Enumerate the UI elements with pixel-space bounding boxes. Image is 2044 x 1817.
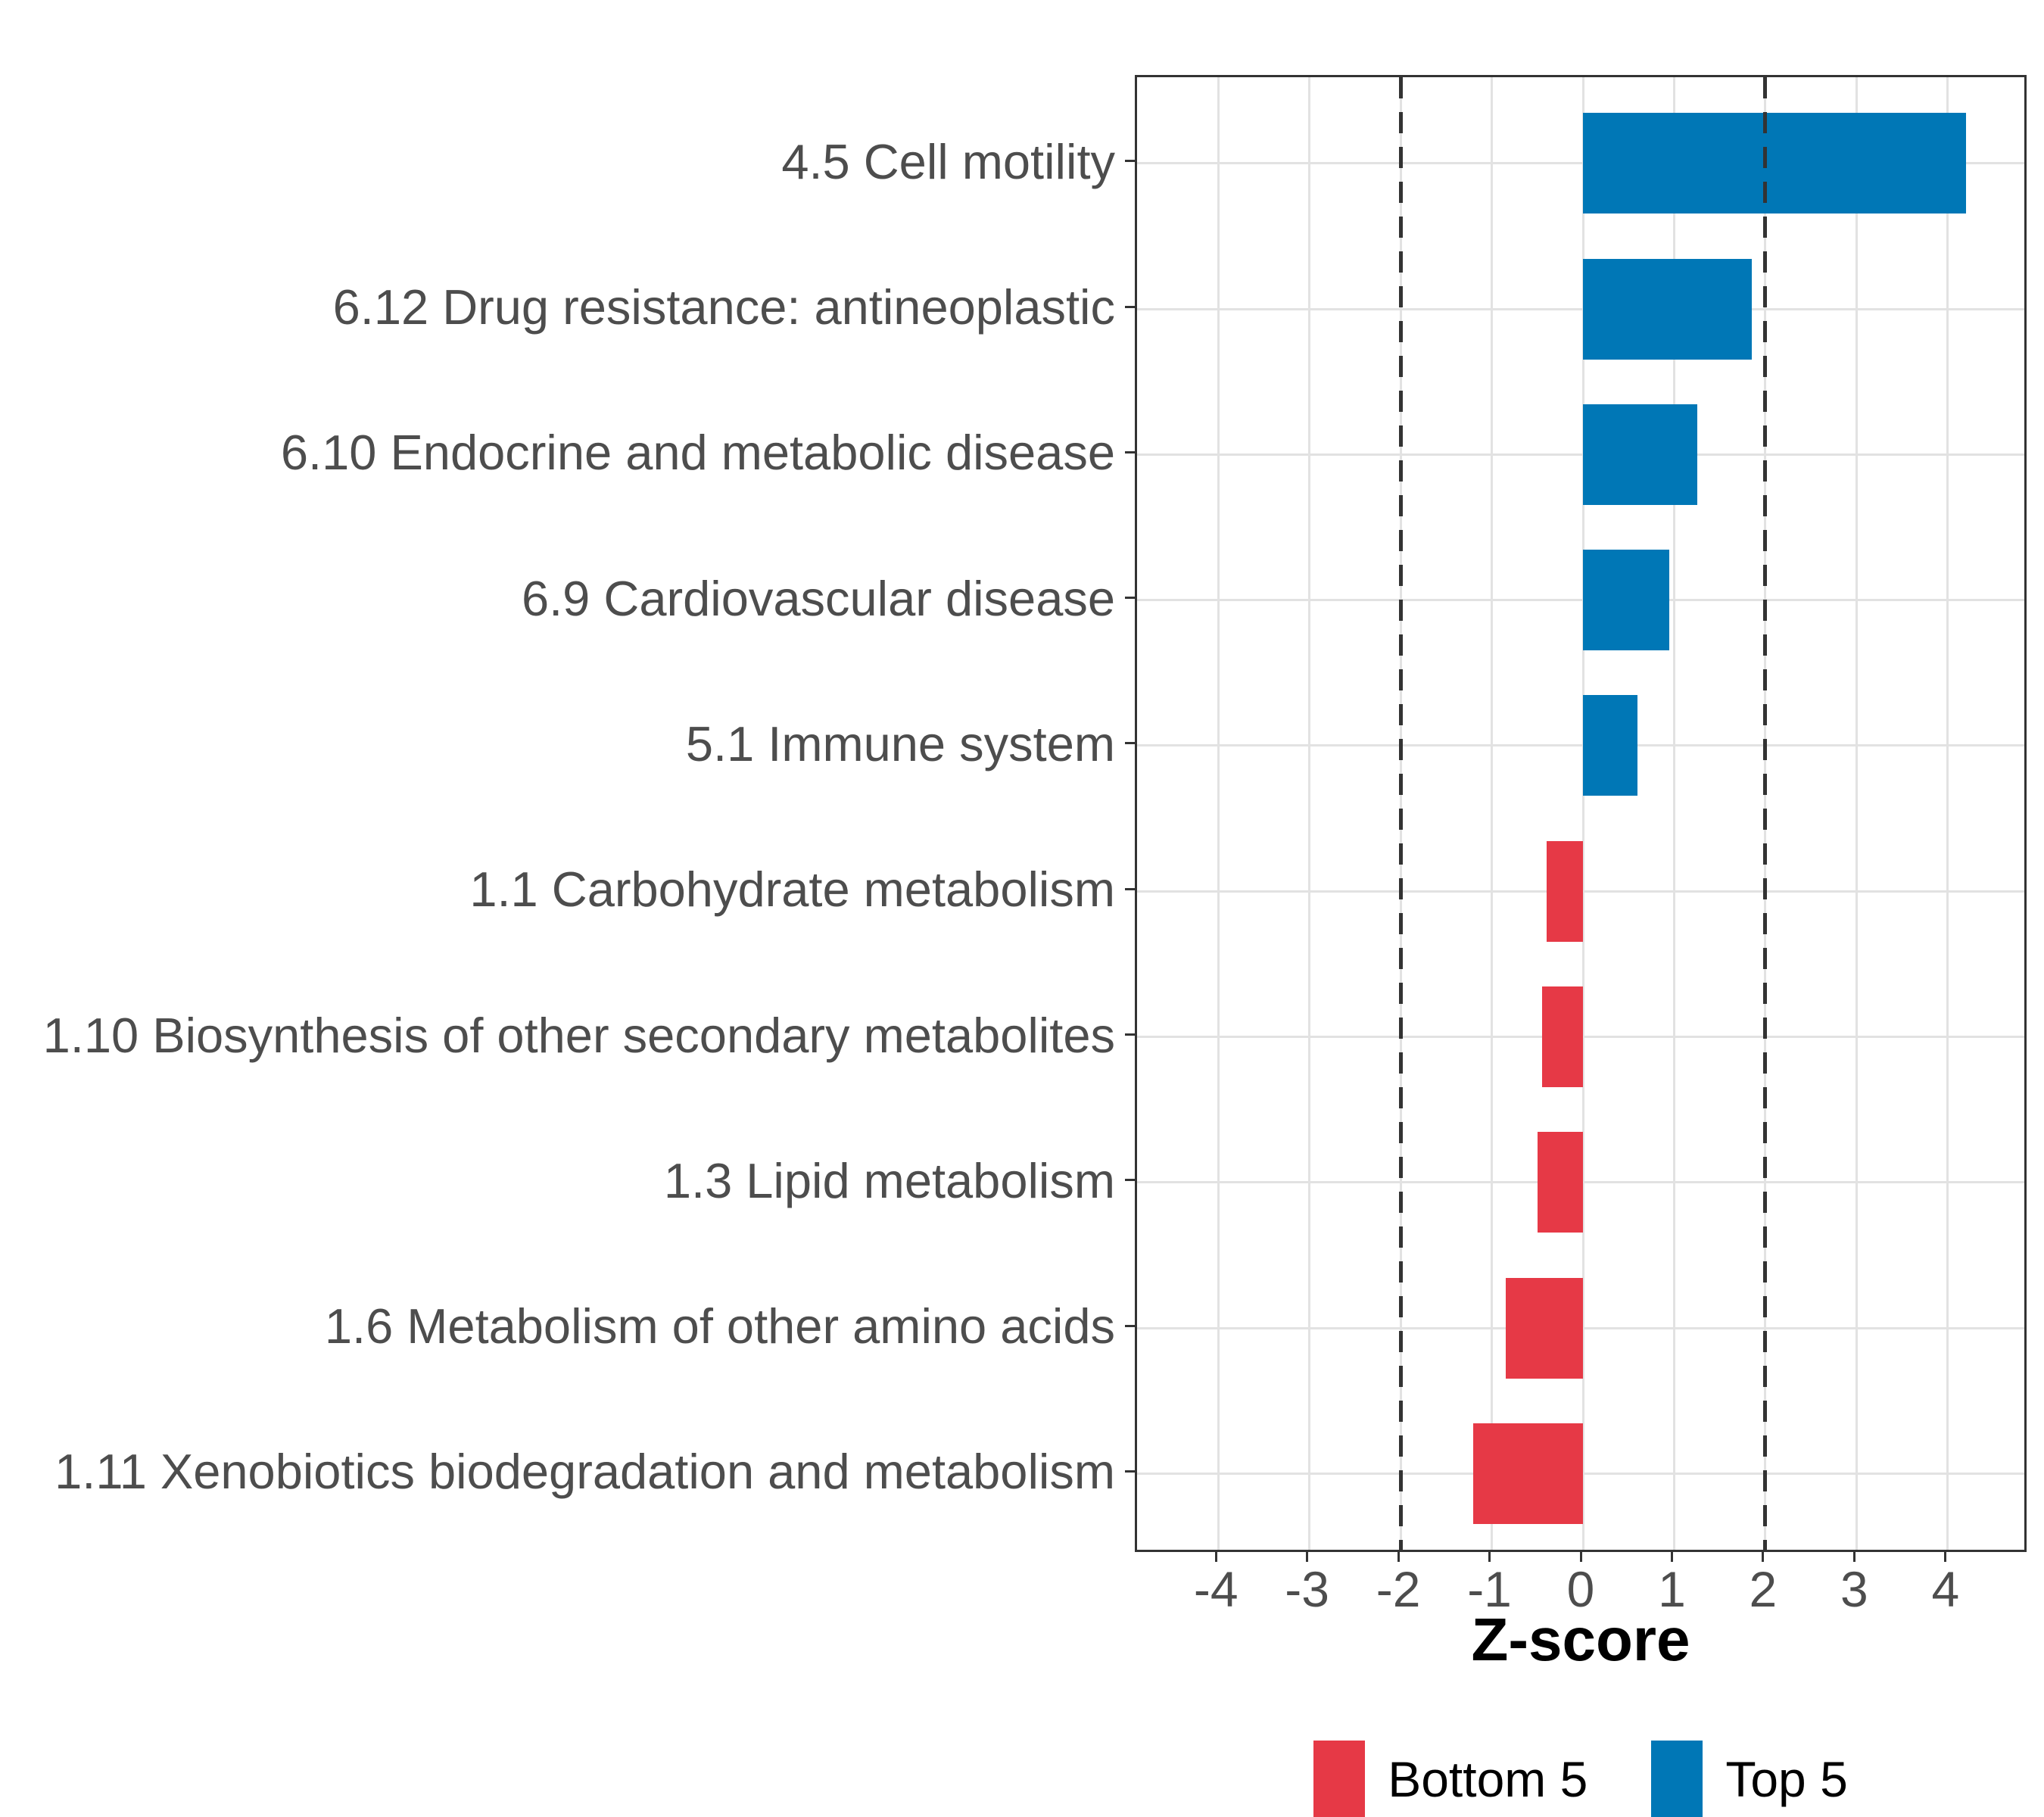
category-label: 4.5 Cell motility [781, 133, 1115, 189]
y-tick-mark [1125, 1179, 1135, 1182]
x-tick-mark [1214, 1552, 1217, 1562]
x-tick-label: 2 [1749, 1561, 1778, 1617]
bar [1473, 1423, 1583, 1524]
bar [1546, 840, 1583, 942]
x-tick-label: -1 [1467, 1561, 1512, 1617]
x-axis-title: Z-score [1471, 1606, 1690, 1673]
x-tick-label: 3 [1840, 1561, 1868, 1617]
h-gridline [1137, 599, 2024, 602]
y-tick-mark [1125, 1469, 1135, 1473]
h-gridline [1137, 453, 2024, 456]
category-label: 1.10 Biosynthesis of other secondary met… [42, 1007, 1115, 1063]
x-tick-label: -4 [1193, 1561, 1239, 1617]
y-tick-mark [1125, 450, 1135, 453]
v-gridline [1217, 77, 1220, 1550]
category-label: 1.6 Metabolism of other amino acids [324, 1298, 1115, 1354]
h-gridline [1137, 307, 2024, 310]
plot-panel [1135, 75, 2027, 1552]
category-label: 6.12 Drug resistance: antineoplastic [332, 279, 1115, 335]
v-gridline [1855, 77, 1858, 1550]
x-tick-mark [1852, 1552, 1855, 1562]
legend: Bottom 5 Top 5 [1135, 1738, 2027, 1817]
x-tick-label: -3 [1285, 1561, 1329, 1617]
h-gridline [1137, 744, 2024, 747]
y-tick-mark [1125, 1324, 1135, 1327]
bar [1537, 1132, 1583, 1233]
v-gridline [1672, 77, 1675, 1550]
bar [1541, 986, 1583, 1087]
legend-item-top5: Top 5 [1651, 1741, 1848, 1817]
x-tick-label: 4 [1931, 1561, 1960, 1617]
y-tick-mark [1125, 742, 1135, 745]
bar [1583, 695, 1638, 796]
x-tick-mark [1944, 1552, 1947, 1562]
x-tick-label: 0 [1566, 1561, 1595, 1617]
x-tick-label: 1 [1658, 1561, 1686, 1617]
y-tick-mark [1125, 887, 1135, 890]
x-tick-label: -2 [1376, 1561, 1421, 1617]
category-label: 1.3 Lipid metabolism [663, 1152, 1115, 1208]
legend-swatch-bottom5 [1313, 1741, 1366, 1817]
x-tick-mark [1762, 1552, 1765, 1562]
bar [1505, 1277, 1583, 1379]
category-label: 1.11 Xenobiotics biodegradation and meta… [55, 1444, 1115, 1500]
x-tick-mark [1397, 1552, 1400, 1562]
x-tick-mark [1670, 1552, 1673, 1562]
legend-label-bottom5: Bottom 5 [1388, 1751, 1588, 1807]
y-tick-mark [1125, 160, 1135, 163]
reference-line [1763, 77, 1768, 1550]
category-label: 6.10 Endocrine and metabolic disease [280, 425, 1115, 481]
bar [1583, 404, 1697, 505]
x-tick-mark [1306, 1552, 1309, 1562]
y-tick-mark [1125, 597, 1135, 600]
category-label: 5.1 Immune system [685, 715, 1115, 771]
category-label: 6.9 Cardiovascular disease [521, 570, 1115, 626]
bar [1583, 258, 1752, 360]
y-tick-mark [1125, 1033, 1135, 1036]
y-tick-mark [1125, 305, 1135, 308]
h-gridline [1137, 162, 2024, 165]
v-gridline [1308, 77, 1311, 1550]
x-tick-mark [1579, 1552, 1582, 1562]
bar [1583, 113, 1966, 214]
legend-swatch-top5 [1651, 1741, 1703, 1817]
legend-label-top5: Top 5 [1725, 1751, 1848, 1807]
legend-item-bottom5: Bottom 5 [1313, 1741, 1588, 1817]
category-label: 1.1 Carbohydrate metabolism [469, 862, 1115, 918]
v-gridline [1581, 77, 1584, 1550]
v-gridline [1946, 77, 1949, 1550]
reference-line [1398, 77, 1403, 1550]
bar [1583, 550, 1670, 651]
v-gridline [1491, 77, 1494, 1550]
x-tick-mark [1488, 1552, 1491, 1562]
